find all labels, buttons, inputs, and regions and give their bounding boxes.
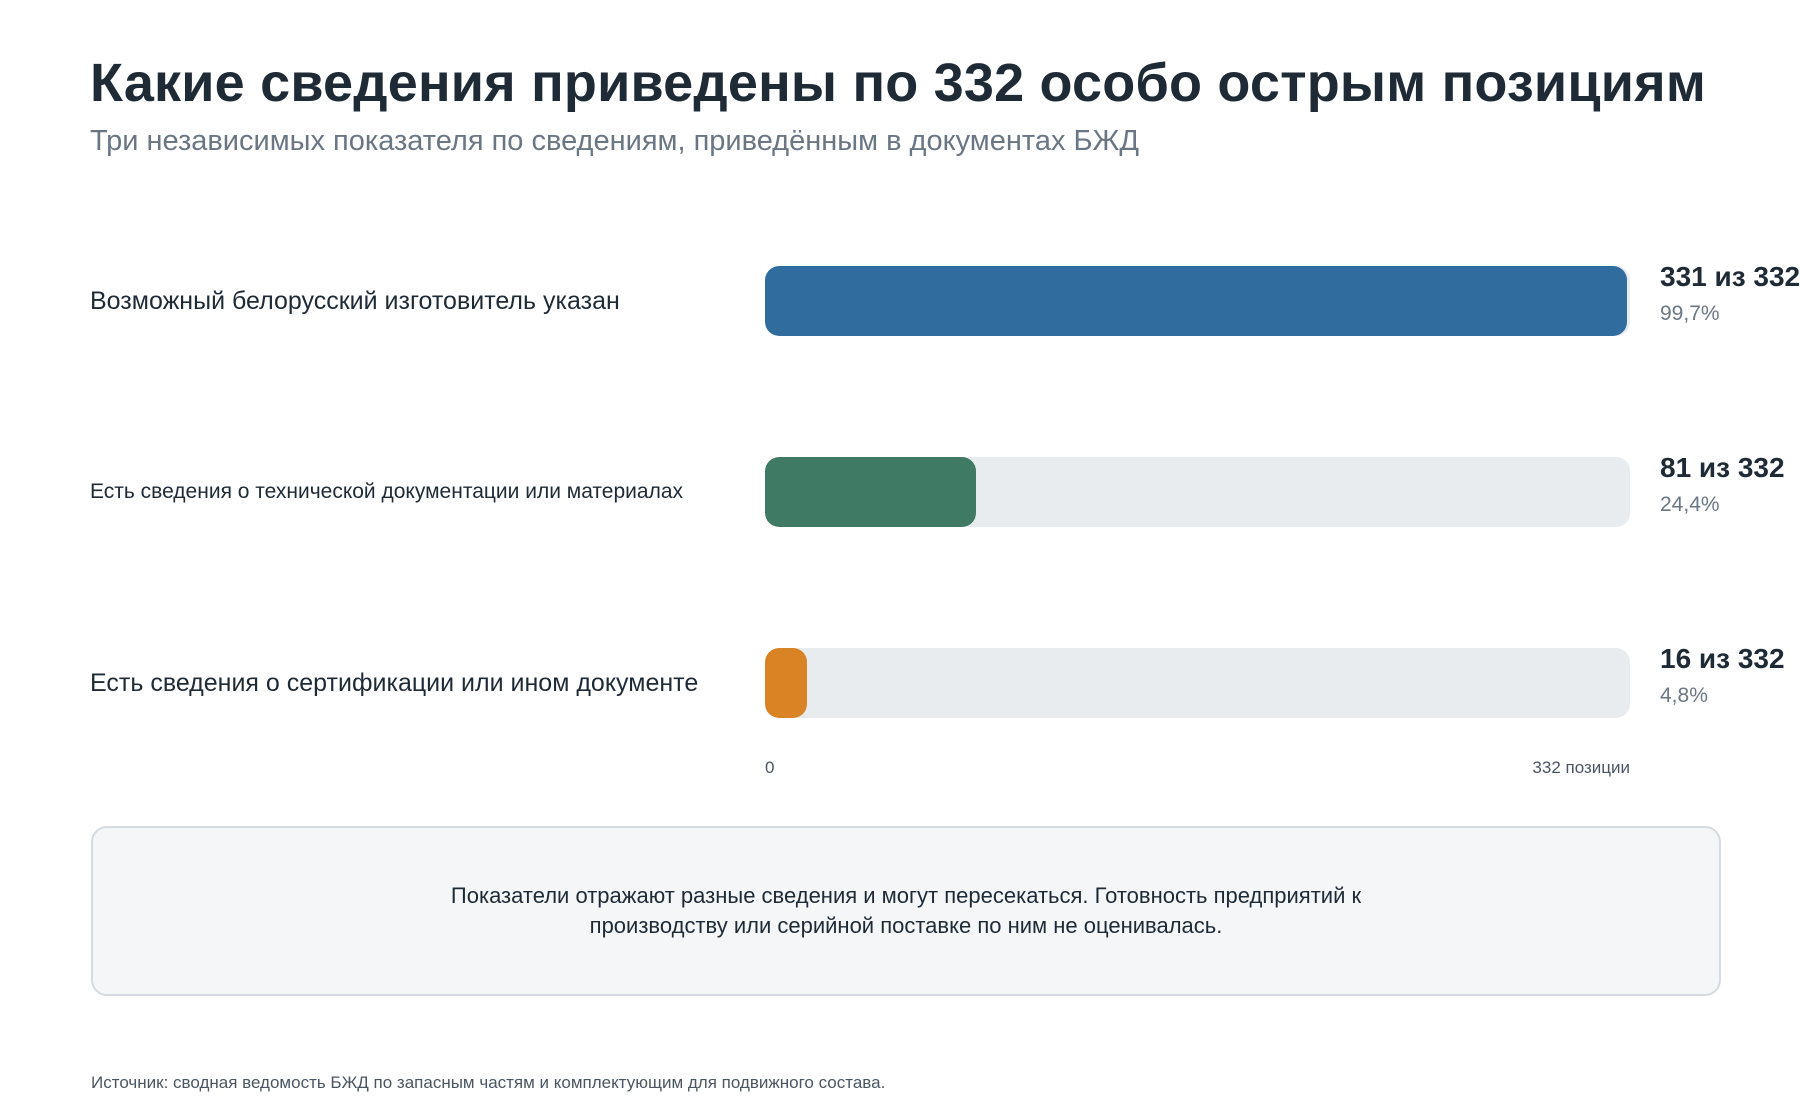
bar-percent-label: 99,7% [1660,302,1720,325]
bar-row: Есть сведения о сертификации или ином до… [0,643,1800,718]
bar-value-label: 81 из 332 [1660,452,1785,483]
bar-value-label: 331 из 332 [1660,261,1800,292]
x-axis-tick-min: 0 [765,758,775,777]
x-axis-tick-max: 332 позиции [1532,758,1630,777]
bar-label: Есть сведения о сертификации или ином до… [90,668,699,697]
bar-percent-label: 4,8% [1660,684,1708,707]
bar-label: Есть сведения о технической документации… [90,480,684,503]
bar-track [765,266,1630,336]
bar-fill [765,457,977,527]
page-subtitle: Три независимых показателя по сведениям,… [90,125,1139,157]
bar-fill [765,266,1628,336]
bar-fill [765,648,807,718]
bar-row: Возможный белорусский изготовитель указа… [0,261,1800,336]
note-box: Показатели отражают разные сведения и мо… [91,826,1721,996]
bar-percent-label: 24,4% [1660,493,1720,516]
bar-label: Возможный белорусский изготовитель указа… [90,286,620,315]
source-footnote: Источник: сводная ведомость БЖД по запас… [91,1073,886,1092]
bar-chart: Возможный белорусский изготовитель указа… [0,261,1800,777]
bar-row: Есть сведения о технической документации… [0,452,1800,527]
bar-track [765,457,1630,527]
bar-track [765,648,1630,718]
note-text: Показатели отражают разные сведения и мо… [450,883,1362,938]
page-title: Какие сведения приведены по 332 особо ос… [90,53,1706,113]
bar-value-label: 16 из 332 [1660,643,1785,674]
